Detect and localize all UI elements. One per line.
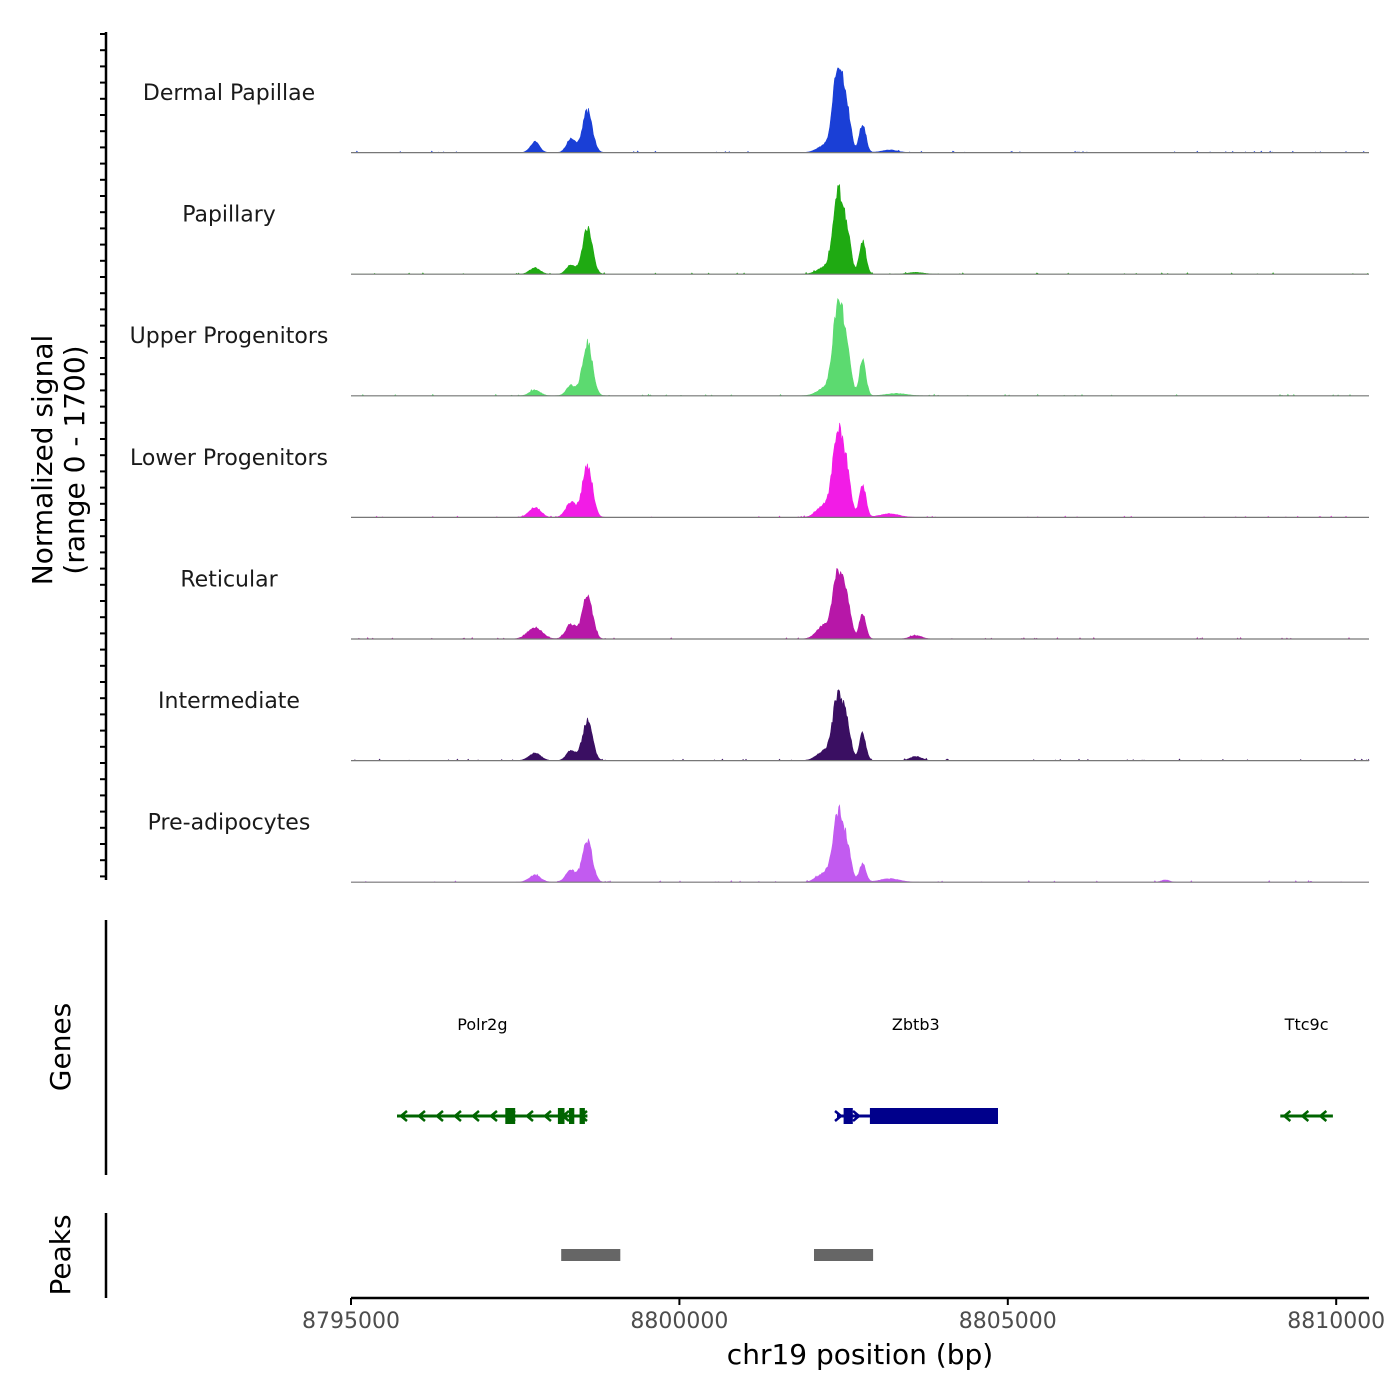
peak-region xyxy=(814,1249,874,1261)
exon xyxy=(505,1108,516,1124)
coverage-track: Pre-adipocytes xyxy=(148,804,1369,883)
coverage-track: Dermal Papillae xyxy=(143,67,1369,154)
strand-arrow xyxy=(435,1110,444,1122)
gene: Ttc9c xyxy=(1280,1015,1333,1122)
track-label: Pre-adipocytes xyxy=(148,811,311,836)
strand-arrow xyxy=(1300,1110,1310,1122)
strand-arrow xyxy=(453,1110,462,1122)
strand-arrow xyxy=(852,1110,861,1122)
coverage-area xyxy=(351,297,1369,397)
gene: Polr2g xyxy=(397,1015,588,1124)
exon xyxy=(569,1108,575,1124)
x-axis-ticks: 8795000 8800000 8805000 8810000 xyxy=(302,1298,1385,1334)
strand-arrow xyxy=(1282,1110,1292,1122)
coverage-area xyxy=(351,689,1370,762)
strand-arrow xyxy=(417,1110,426,1122)
strand-arrow xyxy=(399,1110,408,1122)
strand-arrow xyxy=(1318,1110,1328,1122)
x-tick-label: 8810000 xyxy=(1287,1309,1385,1334)
peaks-y-title: Peaks xyxy=(44,1214,77,1295)
exon xyxy=(869,1108,998,1124)
track-label: Papillary xyxy=(182,203,276,228)
coverage-area xyxy=(351,568,1369,640)
peak-track xyxy=(561,1249,874,1261)
x-tick-label: 8795000 xyxy=(302,1309,400,1334)
gene-label: Ttc9c xyxy=(1284,1015,1329,1034)
coverage-y-title-line2: (range 0 - 1700) xyxy=(58,345,91,574)
x-tick-label: 8800000 xyxy=(630,1309,728,1334)
coverage-area xyxy=(351,183,1369,275)
exon xyxy=(579,1108,585,1124)
gene-label: Polr2g xyxy=(457,1015,507,1034)
coverage-area xyxy=(351,804,1369,883)
strand-arrow xyxy=(543,1110,552,1122)
gene: Zbtb3 xyxy=(834,1015,998,1124)
track-label: Dermal Papillae xyxy=(143,81,315,106)
exon xyxy=(557,1108,565,1124)
x-tick-label: 8805000 xyxy=(959,1309,1057,1334)
gene-track: Polr2g Zbtb3 Ttc9c xyxy=(397,1015,1333,1124)
coverage-tracks: Dermal Papillae Papillary Upper Progenitor… xyxy=(130,67,1370,883)
strand-arrow xyxy=(471,1110,480,1122)
strand-arrow xyxy=(834,1110,843,1122)
exon xyxy=(843,1108,853,1124)
coverage-track: Intermediate xyxy=(158,689,1370,762)
coverage-y-ticks xyxy=(100,33,106,878)
strand-arrow xyxy=(525,1110,534,1122)
track-label: Intermediate xyxy=(158,689,300,714)
strand-arrow xyxy=(489,1110,498,1122)
coverage-track: Reticular xyxy=(180,567,1369,640)
track-label: Upper Progenitors xyxy=(130,324,329,349)
gene-label: Zbtb3 xyxy=(892,1015,940,1034)
coverage-area xyxy=(351,422,1369,518)
track-label: Reticular xyxy=(180,567,278,592)
genes-y-title: Genes xyxy=(44,1003,77,1091)
peak-region xyxy=(561,1249,621,1261)
coverage-y-title-line1: Normalized signal xyxy=(26,335,59,586)
track-label: Lower Progenitors xyxy=(130,446,328,471)
coverage-area xyxy=(351,67,1369,154)
x-axis-title: chr19 position (bp) xyxy=(727,1338,993,1371)
coverage-track: Lower Progenitors xyxy=(130,422,1369,519)
coverage-track: Upper Progenitors xyxy=(130,297,1369,397)
coverage-track: Papillary xyxy=(182,183,1369,275)
coverage-y-title: Normalized signal (range 0 - 1700) xyxy=(26,335,91,586)
